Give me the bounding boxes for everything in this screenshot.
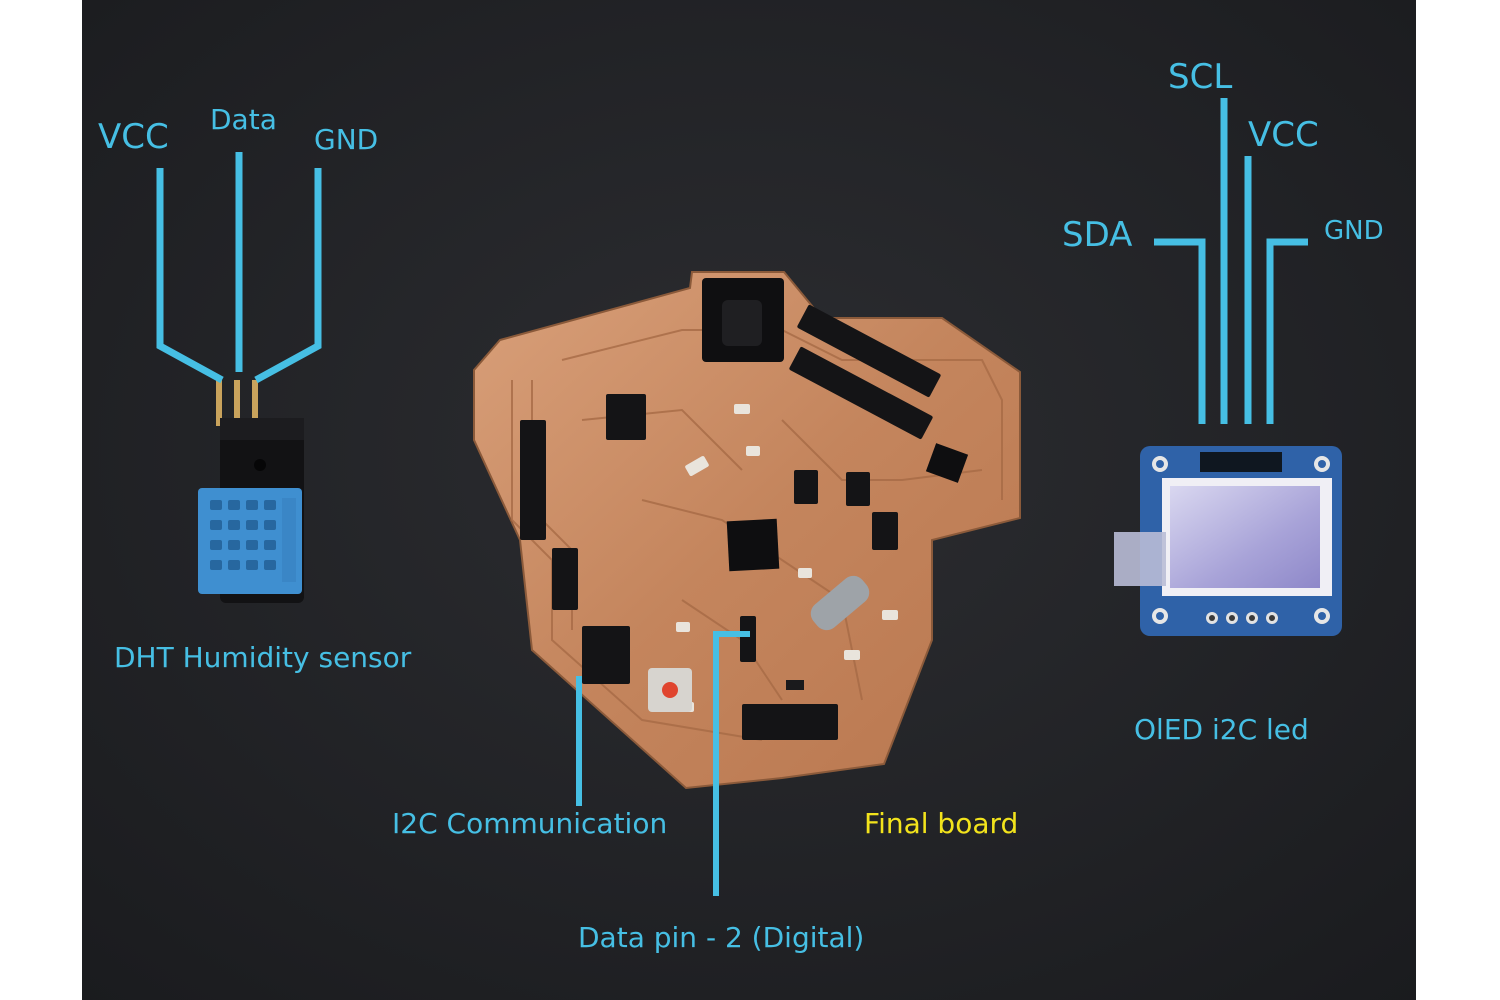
dht-sensor-module bbox=[198, 380, 304, 603]
dht-gnd-label: GND bbox=[314, 123, 379, 156]
dht-vcc-label: VCC bbox=[98, 117, 169, 157]
oled-gnd-label: GND bbox=[1324, 216, 1384, 246]
board-pointer-lines bbox=[576, 631, 750, 896]
oled-caption: OlED i2C led bbox=[1134, 713, 1309, 746]
oled-scl-label: SCL bbox=[1168, 57, 1233, 97]
dht-data-label: Data bbox=[210, 103, 277, 136]
photo: VCC Data GND DHT Humidity sensor SCL VCC… bbox=[82, 0, 1416, 1000]
scene-illustration bbox=[82, 0, 1416, 1000]
microcontroller-chip bbox=[726, 518, 780, 572]
oled-module bbox=[1114, 446, 1342, 636]
data-pin-label: Data pin - 2 (Digital) bbox=[578, 921, 865, 954]
final-board-label: Final board bbox=[864, 807, 1019, 840]
oled-pin-wires bbox=[1154, 98, 1308, 424]
oled-screen bbox=[1170, 486, 1320, 588]
final-board-pcb bbox=[473, 271, 1021, 790]
oled-vcc-label: VCC bbox=[1248, 115, 1319, 155]
dht-caption: DHT Humidity sensor bbox=[114, 641, 412, 674]
i2c-communication-label: I2C Communication bbox=[392, 807, 668, 840]
oled-sda-label: SDA bbox=[1062, 215, 1133, 255]
dht-pin-wires bbox=[156, 152, 322, 384]
